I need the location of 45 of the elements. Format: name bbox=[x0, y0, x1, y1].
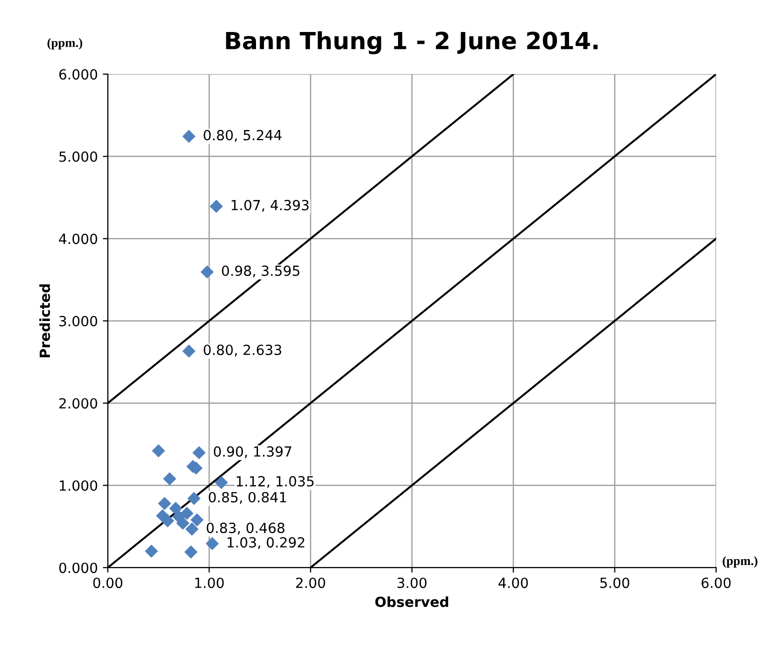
data-label: 1.07, 4.393 bbox=[232, 200, 309, 212]
point bbox=[182, 344, 196, 358]
data-label: 0.80, 2.633 bbox=[204, 344, 282, 357]
x-tick-label: 5.00 bbox=[600, 578, 630, 588]
point bbox=[163, 472, 176, 486]
x-tick-label: 0.00 bbox=[93, 578, 122, 588]
x-tick-label: 4.00 bbox=[498, 578, 528, 588]
y-tick-label: 2.000 bbox=[59, 398, 98, 409]
text: (ppm.) bbox=[722, 556, 758, 568]
data-label: 0.83, 0.468 bbox=[206, 522, 284, 535]
point bbox=[214, 476, 228, 490]
point bbox=[182, 130, 196, 143]
point bbox=[158, 496, 172, 510]
point bbox=[200, 265, 214, 279]
data-label: 0.98, 3.595 bbox=[222, 265, 300, 278]
y-tick-label: 5.000 bbox=[59, 151, 98, 162]
y-tick-label: 0.000 bbox=[59, 562, 98, 574]
y-tick-label: 6.000 bbox=[59, 69, 98, 80]
point bbox=[185, 522, 199, 536]
x-tick-label: 6.00 bbox=[702, 578, 731, 588]
x-axis-title: Observed bbox=[375, 596, 448, 608]
data-label: 0.90, 1.397 bbox=[214, 446, 292, 458]
x-tick-label: 2.00 bbox=[296, 578, 326, 588]
point bbox=[206, 537, 219, 550]
x-tick-label: 3.00 bbox=[398, 578, 426, 588]
text: (ppm.) bbox=[48, 38, 82, 50]
point bbox=[161, 514, 174, 528]
y-tick-label: 4.000 bbox=[58, 234, 98, 244]
y-axis-title: Predicted bbox=[39, 284, 50, 358]
data-label: 0.80, 5.244 bbox=[204, 130, 282, 142]
point bbox=[192, 446, 206, 460]
x-tick-label: 1.00 bbox=[195, 578, 224, 588]
y-tick-label: 1.000 bbox=[60, 480, 98, 491]
data-label: 1.03, 0.292 bbox=[228, 537, 304, 550]
point bbox=[210, 200, 223, 213]
chart-title: Bann Thung 1 - 2 June 2014. bbox=[226, 31, 598, 54]
point bbox=[180, 506, 194, 520]
point bbox=[152, 444, 166, 458]
point bbox=[184, 545, 198, 559]
point bbox=[190, 513, 204, 526]
data-label: 0.85, 0.841 bbox=[208, 492, 286, 504]
point bbox=[144, 544, 158, 558]
data-label: 1.12, 1.035 bbox=[236, 476, 314, 488]
point bbox=[187, 492, 201, 506]
y-tick-label: 3.000 bbox=[59, 316, 98, 326]
